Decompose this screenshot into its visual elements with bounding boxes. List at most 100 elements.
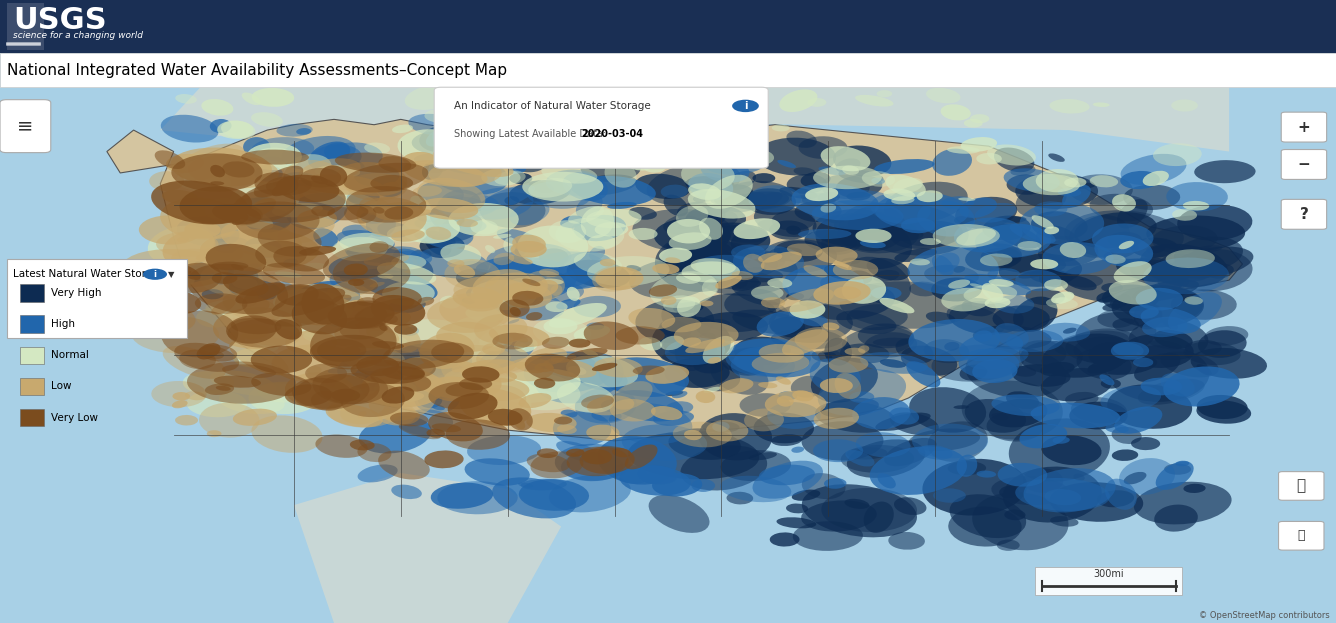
Ellipse shape xyxy=(695,249,798,296)
Ellipse shape xyxy=(835,158,860,173)
Ellipse shape xyxy=(779,187,818,199)
Ellipse shape xyxy=(235,201,319,240)
Ellipse shape xyxy=(661,184,688,198)
Ellipse shape xyxy=(962,298,995,316)
Ellipse shape xyxy=(357,356,399,376)
Ellipse shape xyxy=(997,257,1021,267)
FancyBboxPatch shape xyxy=(1281,150,1327,179)
Ellipse shape xyxy=(632,209,732,252)
Ellipse shape xyxy=(391,255,426,269)
Ellipse shape xyxy=(612,381,652,410)
Ellipse shape xyxy=(667,219,711,244)
Ellipse shape xyxy=(699,217,723,240)
Ellipse shape xyxy=(727,492,754,505)
Ellipse shape xyxy=(994,224,1041,249)
Ellipse shape xyxy=(537,449,558,458)
Ellipse shape xyxy=(1067,183,1096,189)
Ellipse shape xyxy=(891,221,963,249)
Ellipse shape xyxy=(393,343,472,377)
Ellipse shape xyxy=(1142,316,1188,337)
Ellipse shape xyxy=(815,247,858,264)
Ellipse shape xyxy=(811,358,878,402)
Ellipse shape xyxy=(1100,374,1114,386)
Ellipse shape xyxy=(211,299,235,315)
Ellipse shape xyxy=(795,201,842,222)
Ellipse shape xyxy=(1160,351,1218,378)
Ellipse shape xyxy=(759,344,804,363)
Ellipse shape xyxy=(534,378,556,389)
Text: ?: ? xyxy=(1300,207,1308,222)
Ellipse shape xyxy=(1075,312,1157,355)
Ellipse shape xyxy=(1015,173,1098,209)
Ellipse shape xyxy=(545,283,584,302)
Ellipse shape xyxy=(592,363,617,371)
Ellipse shape xyxy=(156,232,219,257)
Ellipse shape xyxy=(787,174,827,194)
Ellipse shape xyxy=(486,243,572,273)
Ellipse shape xyxy=(812,209,898,247)
Ellipse shape xyxy=(370,241,389,253)
Ellipse shape xyxy=(513,272,536,282)
Ellipse shape xyxy=(628,432,759,480)
Ellipse shape xyxy=(242,284,334,326)
Ellipse shape xyxy=(1197,364,1212,376)
Ellipse shape xyxy=(350,361,371,370)
Ellipse shape xyxy=(1023,174,1079,195)
Ellipse shape xyxy=(230,182,299,218)
Ellipse shape xyxy=(1118,240,1134,249)
Ellipse shape xyxy=(926,88,961,103)
Ellipse shape xyxy=(250,231,263,238)
Ellipse shape xyxy=(378,273,393,278)
Ellipse shape xyxy=(526,454,570,472)
Ellipse shape xyxy=(485,245,496,253)
Ellipse shape xyxy=(717,252,778,278)
Ellipse shape xyxy=(675,335,707,371)
Ellipse shape xyxy=(599,358,689,397)
Ellipse shape xyxy=(1124,472,1146,484)
Ellipse shape xyxy=(1121,261,1133,267)
Ellipse shape xyxy=(691,258,736,275)
Ellipse shape xyxy=(170,260,210,283)
Ellipse shape xyxy=(886,174,926,197)
Ellipse shape xyxy=(965,244,1022,272)
Text: i: i xyxy=(744,101,747,111)
Ellipse shape xyxy=(432,124,488,151)
Ellipse shape xyxy=(494,369,581,403)
Ellipse shape xyxy=(277,284,319,306)
Ellipse shape xyxy=(378,450,430,480)
Ellipse shape xyxy=(176,270,191,277)
Ellipse shape xyxy=(255,240,307,268)
Ellipse shape xyxy=(1046,298,1078,309)
Ellipse shape xyxy=(307,366,322,375)
Ellipse shape xyxy=(429,155,509,195)
Ellipse shape xyxy=(350,277,370,287)
Ellipse shape xyxy=(1090,175,1118,188)
Ellipse shape xyxy=(860,296,875,300)
Ellipse shape xyxy=(676,273,700,284)
Ellipse shape xyxy=(553,411,612,446)
Ellipse shape xyxy=(981,247,1066,273)
Ellipse shape xyxy=(802,421,883,460)
Ellipse shape xyxy=(489,259,546,287)
Ellipse shape xyxy=(346,173,407,201)
Ellipse shape xyxy=(715,275,741,289)
Ellipse shape xyxy=(1042,242,1114,274)
Ellipse shape xyxy=(941,104,971,120)
Ellipse shape xyxy=(556,136,570,144)
Ellipse shape xyxy=(803,265,827,278)
Ellipse shape xyxy=(457,152,486,164)
Ellipse shape xyxy=(425,160,450,173)
Ellipse shape xyxy=(762,239,838,273)
Ellipse shape xyxy=(806,283,895,320)
Ellipse shape xyxy=(222,364,277,378)
Ellipse shape xyxy=(592,410,621,422)
Ellipse shape xyxy=(1204,326,1248,346)
Ellipse shape xyxy=(949,280,970,288)
Ellipse shape xyxy=(700,158,749,183)
Ellipse shape xyxy=(850,391,874,403)
Ellipse shape xyxy=(420,234,465,258)
Ellipse shape xyxy=(828,215,846,224)
Ellipse shape xyxy=(844,499,870,509)
Ellipse shape xyxy=(818,192,840,202)
Ellipse shape xyxy=(772,125,790,131)
